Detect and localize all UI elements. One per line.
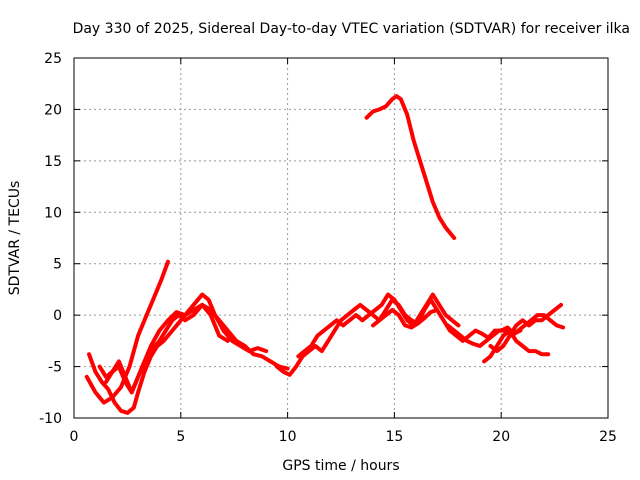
chart-title: Day 330 of 2025, Sidereal Day-to-day VTE… bbox=[73, 21, 630, 37]
x-tick-label: 15 bbox=[385, 429, 403, 445]
x-tick-label: 20 bbox=[492, 429, 510, 445]
y-tick-label: 25 bbox=[44, 51, 62, 67]
grid-lines bbox=[74, 58, 608, 418]
plot-frame bbox=[73, 57, 609, 419]
series-line-8 bbox=[445, 313, 566, 348]
y-tick-label: 20 bbox=[44, 102, 62, 118]
series-line-11 bbox=[364, 94, 457, 240]
series-line-5 bbox=[274, 297, 440, 377]
data-series bbox=[84, 94, 566, 415]
series-line-2 bbox=[87, 292, 269, 415]
axes: 0 5 10 15 20 25 -10 -5 0 5 10 15 20 25 bbox=[39, 51, 617, 445]
x-tick-label: 0 bbox=[70, 429, 79, 445]
series-line-10 bbox=[488, 302, 563, 354]
x-tick-label: 10 bbox=[279, 429, 297, 445]
y-axis-label: SDTVAR / TECUs bbox=[7, 181, 23, 296]
series-line-4 bbox=[104, 302, 230, 395]
y-tick-label: 0 bbox=[53, 308, 62, 324]
x-tick-label: 25 bbox=[599, 429, 617, 445]
series-line-7 bbox=[371, 297, 523, 343]
y-tick-label: 15 bbox=[44, 154, 62, 170]
x-tick-label: 5 bbox=[176, 429, 185, 445]
series-line-1 bbox=[84, 259, 170, 405]
y-tick-label: -5 bbox=[48, 360, 62, 376]
series-line-6 bbox=[296, 292, 461, 359]
x-axis-label: GPS time / hours bbox=[282, 458, 399, 474]
y-tick-label: -10 bbox=[39, 411, 62, 427]
y-tick-label: 5 bbox=[53, 257, 62, 273]
y-tick-label: 10 bbox=[44, 205, 62, 221]
